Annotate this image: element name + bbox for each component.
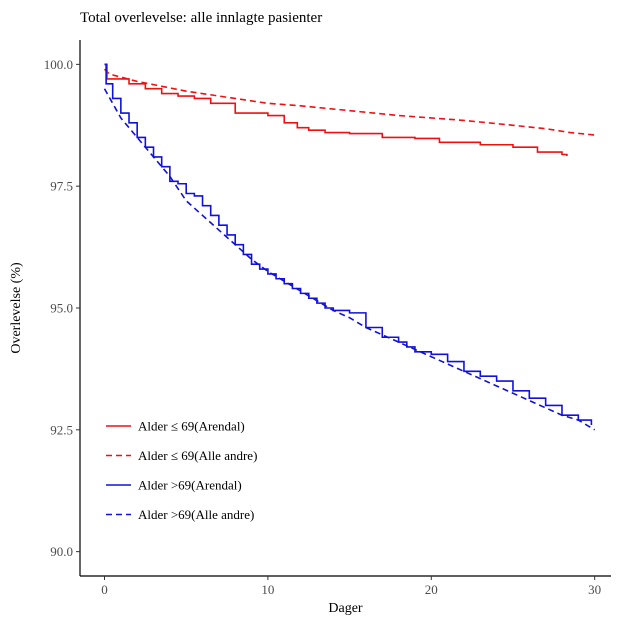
series-line-2 (103, 68, 595, 136)
legend-label: Alder >69(Alle andre) (138, 507, 254, 522)
x-tick-label: 20 (425, 582, 438, 597)
y-tick-label: 100.0 (44, 57, 73, 72)
y-ticks: 90.0 92.5 95.0 97.5 100.0 (44, 57, 80, 559)
x-tick-label: 0 (101, 582, 108, 597)
series-line-1 (104, 63, 568, 156)
x-tick-label: 10 (261, 582, 274, 597)
y-tick-label: 90.0 (50, 544, 73, 559)
y-tick-label: 92.5 (50, 422, 73, 437)
x-tick-label: 30 (588, 582, 601, 597)
y-tick-label: 97.5 (50, 179, 73, 194)
x-axis-title: Dager (328, 601, 363, 616)
legend-label: Alder ≤ 69(Arendal) (138, 419, 245, 434)
legend-label: Alder ≤ 69(Alle andre) (138, 448, 257, 463)
legend-label: Alder >69(Arendal) (138, 478, 242, 493)
series-layer (103, 63, 596, 431)
legend: Alder ≤ 69(Arendal) Alder ≤ 69(Alle andre… (106, 419, 257, 522)
y-axis-title: Overlevelse (%) (9, 262, 24, 354)
series-line-3 (104, 63, 593, 425)
y-tick-label: 95.0 (50, 301, 73, 316)
axes (79, 40, 611, 577)
x-ticks: 0 10 20 30 (101, 576, 601, 597)
series-line-4 (103, 88, 596, 431)
chart-title: Total overlevelse: alle innlagte pasient… (80, 10, 322, 26)
